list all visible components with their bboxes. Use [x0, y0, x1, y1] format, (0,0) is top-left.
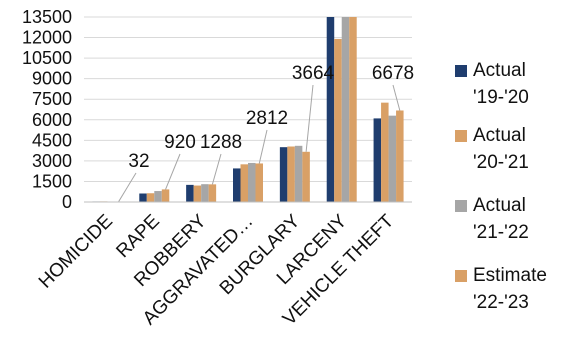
bar [161, 189, 170, 202]
y-tick-label: 10500 [22, 48, 72, 68]
bar [248, 162, 256, 202]
legend: Actual '19-'20 Actual '20-'21 Actual '21-'22 E… [455, 60, 547, 313]
bar [233, 168, 241, 202]
y-tick-label: 13500 [22, 7, 72, 27]
data-label: 6678 [372, 63, 414, 84]
bar [186, 184, 194, 202]
data-label: 2812 [246, 108, 288, 129]
y-tick-label: 9000 [32, 69, 72, 89]
legend-label: Actual [473, 125, 526, 146]
legend-label: '21-'22 [473, 222, 529, 243]
bar [381, 102, 389, 202]
data-label: 32 [128, 151, 149, 172]
leader-line [165, 153, 181, 190]
legend-label: Estimate [473, 265, 547, 286]
bar [388, 115, 397, 202]
bar [154, 191, 162, 202]
legend-label: Actual [473, 195, 526, 216]
gridlines [84, 16, 412, 203]
bar [201, 184, 209, 202]
x-category-label: HOMICIDE [35, 211, 117, 293]
legend-swatch [455, 200, 467, 212]
legend-label: '20-'21 [473, 152, 529, 173]
legend-label: '19-'20 [473, 87, 529, 108]
y-tick-label: 12000 [22, 28, 72, 48]
bar [279, 147, 288, 202]
x-axis: HOMICIDERAPEROBBERYAGGRAVATED…BURGLARYLA… [35, 201, 412, 330]
bar [294, 145, 303, 202]
legend-swatch [455, 270, 467, 282]
legend-label: Actual [473, 60, 526, 81]
bar [326, 17, 335, 202]
y-tick-label: 6000 [32, 110, 72, 130]
bar [349, 17, 357, 202]
bar [193, 185, 202, 202]
legend-swatch [455, 65, 467, 77]
bar [287, 146, 295, 202]
bar [255, 163, 263, 202]
leader-line [118, 172, 137, 202]
y-tick-label: 4500 [32, 130, 72, 150]
bars [92, 17, 404, 203]
leader-line [392, 84, 401, 111]
bar [146, 193, 155, 202]
bar [334, 38, 342, 202]
bar [396, 110, 404, 202]
leader-line [211, 153, 222, 185]
bar [139, 193, 147, 202]
bar [208, 184, 217, 202]
bar [373, 118, 382, 202]
y-tick-label: 3000 [32, 151, 72, 171]
y-tick-label: 1500 [32, 171, 72, 191]
data-label: 920 [164, 132, 196, 153]
y-tick-label: 7500 [32, 89, 72, 109]
bar [302, 151, 310, 202]
y-tick-label: 0 [62, 192, 72, 212]
legend-swatch [455, 130, 467, 142]
data-label: 1288 [200, 132, 242, 153]
legend-label: '22-'23 [473, 292, 529, 313]
bar [341, 17, 350, 202]
data-label: 3664 [292, 63, 335, 84]
bar [240, 164, 248, 202]
leader-line [305, 84, 314, 152]
leader-line [258, 129, 268, 164]
